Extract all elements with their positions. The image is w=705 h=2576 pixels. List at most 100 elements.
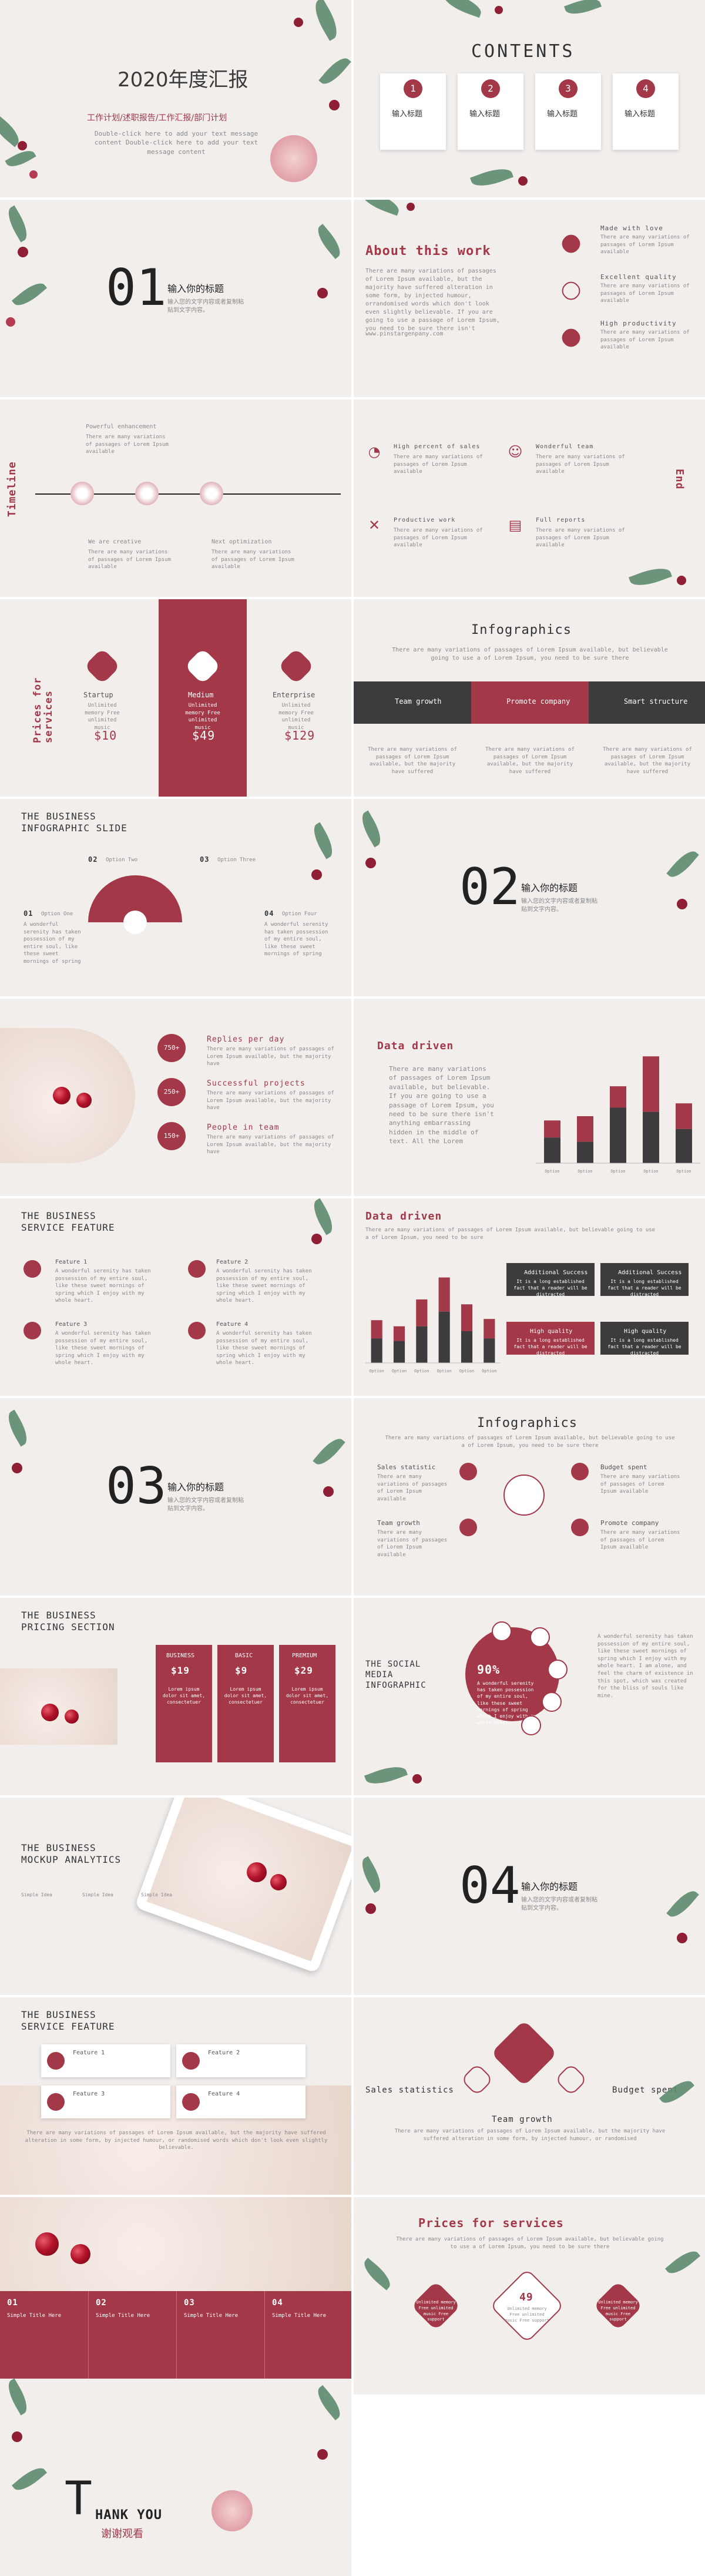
leaf-decoration xyxy=(318,53,351,89)
feature-card[interactable]: Feature 1 xyxy=(41,2044,170,2077)
column-card[interactable]: 04 Simple Title Here xyxy=(264,2291,351,2394)
bar-series-2 xyxy=(438,1311,450,1363)
center-price-diamond[interactable] xyxy=(489,2268,565,2343)
center-price: 49 xyxy=(519,2291,533,2303)
timeline-top-desc: There are many variations of passages of… xyxy=(86,434,169,455)
cherry-image xyxy=(76,1093,92,1108)
feature-icon xyxy=(188,1322,206,1339)
plan-highlight[interactable]: Medium Unlimited memory Free unlimited m… xyxy=(159,599,247,797)
left-title: Sales statistics xyxy=(365,2085,454,2095)
bar-series-2 xyxy=(643,1111,659,1163)
plan-name: Enterprise xyxy=(273,691,315,699)
data-body: There are many variations of passages of… xyxy=(389,1065,494,1146)
column-card[interactable]: 01 Simple Title Here xyxy=(0,2291,88,2394)
berry-decoration xyxy=(329,100,340,110)
slide-about: About this work There are many variation… xyxy=(354,200,705,397)
section-number: 03 xyxy=(106,1457,167,1516)
cherry-image xyxy=(70,2244,90,2264)
column-card[interactable]: 02 Simple Title Here xyxy=(88,2291,176,2394)
feature-title: Feature 2 xyxy=(216,1259,249,1265)
bar-series-1 xyxy=(544,1120,560,1138)
bar-series-1 xyxy=(461,1304,473,1331)
slide-title-2: PRICING SECTION xyxy=(21,1621,115,1633)
berry-decoration xyxy=(365,1903,376,1914)
berry-decoration xyxy=(323,1486,334,1497)
berry-decoration xyxy=(18,141,27,150)
card-label: 输入标题 xyxy=(547,110,578,119)
slide-business-infographic: THE BUSINESS INFOGRAPHIC SLIDE 02 Option… xyxy=(0,799,351,996)
contents-card[interactable]: 2 输入标题 xyxy=(458,73,523,150)
wallet-icon xyxy=(184,647,221,685)
tab-team-growth[interactable]: Team growth xyxy=(354,681,471,724)
feature-icon xyxy=(182,2093,200,2111)
timeline-bottom-desc: There are many variations of passages of… xyxy=(212,549,294,570)
tab-promote-company[interactable]: Promote company xyxy=(471,681,589,724)
plan-desc: Unlimited memory Free unlimited music xyxy=(278,703,314,731)
info-icon xyxy=(571,1519,589,1536)
leaf-decoration xyxy=(309,0,343,41)
berry-decoration xyxy=(365,858,376,868)
berry-decoration xyxy=(677,899,687,909)
slide-thanks: T HANK YOU 谢谢观看 xyxy=(0,2379,351,2576)
slide-section-03: 03 输入你的标题 输入您的文字内容或者复制粘贴到文字内容。 xyxy=(0,1398,351,1596)
feature-desc: A wonderful serenity has taken possessio… xyxy=(55,1268,151,1304)
tick-label: Option xyxy=(392,1369,407,1373)
timeline-node[interactable] xyxy=(135,482,159,505)
about-url[interactable]: www.pinstargenpany.com xyxy=(365,331,444,337)
feature-desc: There are many variations of passages of… xyxy=(536,528,625,549)
slide-title-1: THE BUSINESS xyxy=(21,811,96,822)
google-plus-icon[interactable] xyxy=(542,1692,562,1712)
bar-series-2 xyxy=(461,1331,473,1363)
cake-illustration xyxy=(270,135,317,182)
pricing-card[interactable]: PREMIUM $29 Lorem ipsum dolor sit amet, … xyxy=(279,1645,335,1762)
pricing-card[interactable]: BASIC $9 Lorem ipsum dolor sit amet, con… xyxy=(217,1645,274,1762)
feature-title: Feature 1 xyxy=(55,1259,88,1265)
berry-decoration xyxy=(677,1933,687,1943)
slide-columns: 01 Simple Title Here 02 Simple Title Her… xyxy=(0,2197,351,2394)
skype-icon[interactable] xyxy=(521,1715,541,1735)
column-card[interactable]: 03 Simple Title Here xyxy=(176,2291,264,2394)
card-label: 输入标题 xyxy=(469,110,501,119)
pricing-card[interactable]: BUSINESS $19 Lorem ipsum dolor sit amet,… xyxy=(156,1645,212,1762)
contents-title: CONTENTS xyxy=(471,41,575,62)
facebook-icon[interactable] xyxy=(548,1660,568,1680)
berry-decoration xyxy=(412,1774,422,1784)
about-body: There are many variations of passages of… xyxy=(365,268,500,332)
contents-card[interactable]: 3 输入标题 xyxy=(535,73,601,150)
section-desc: 输入您的文字内容或者复制粘贴到文字内容。 xyxy=(167,299,244,314)
idea-item: Simple Idea xyxy=(82,1892,113,1897)
slide-pricing: THE BUSINESS PRICING SECTION BUSINESS $1… xyxy=(0,1598,351,1795)
bar-series-2 xyxy=(371,1338,382,1363)
instagram-icon[interactable] xyxy=(492,1621,512,1641)
feature-card[interactable]: Feature 2 xyxy=(176,2044,306,2077)
tab-desc: There are many variations of passages of… xyxy=(603,747,692,775)
leaf-decoration xyxy=(664,2246,701,2279)
feature-card[interactable]: Feature 3 xyxy=(41,2085,170,2118)
leaf-decoration xyxy=(666,1886,699,1922)
slide-title-1: THE BUSINESS xyxy=(21,1842,96,1853)
timeline-node[interactable] xyxy=(70,482,94,505)
info-item-title: Sales statistic xyxy=(377,1463,436,1471)
feature-title: Full reports xyxy=(536,517,586,523)
twitter-icon[interactable] xyxy=(530,1627,550,1647)
slide-title-1: THE BUSINESS xyxy=(21,1210,96,1221)
feature-card[interactable]: Feature 4 xyxy=(176,2085,306,2118)
feature-icon xyxy=(182,2052,200,2070)
feature-title: Feature 3 xyxy=(55,1321,88,1328)
contents-card[interactable]: 1 输入标题 xyxy=(380,73,446,150)
bar-chart: Option Option Option Option Option Option xyxy=(365,1277,501,1373)
tab-smart-structure[interactable]: Smart structure xyxy=(589,681,705,724)
leaf-decoration xyxy=(11,2463,48,2496)
plan-price: $49 xyxy=(192,728,216,743)
stat-badge: 750+ xyxy=(157,1034,186,1062)
berry-decoration xyxy=(18,247,28,257)
cherry-image xyxy=(270,1874,287,1890)
timeline-node[interactable] xyxy=(200,482,223,505)
berry-decoration xyxy=(12,1463,22,1473)
slide-prices-2: Prices for services There are many varia… xyxy=(354,2197,705,2394)
slide-title-2: INFOGRAPHIC SLIDE xyxy=(21,822,127,834)
left-diamond xyxy=(460,2063,494,2097)
feature-icon xyxy=(24,1322,41,1339)
contents-card[interactable]: 4 输入标题 xyxy=(613,73,679,150)
section-desc: 输入您的文字内容或者复制粘贴到文字内容。 xyxy=(521,898,597,913)
